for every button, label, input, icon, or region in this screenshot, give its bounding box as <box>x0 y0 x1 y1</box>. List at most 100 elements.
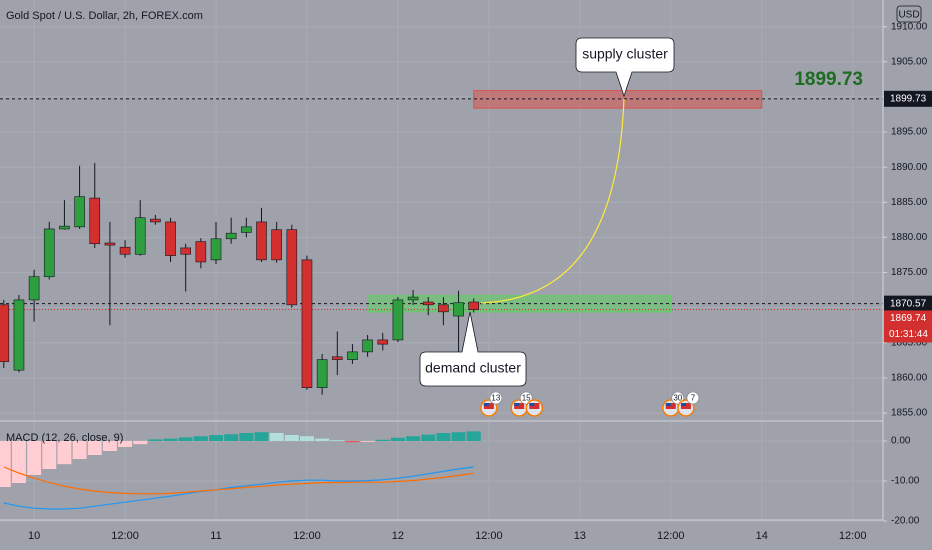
candle <box>407 290 419 305</box>
candle-body <box>134 217 146 255</box>
countdown: 01:31:44 <box>889 329 928 340</box>
candle <box>422 297 434 316</box>
callout-text: demand cluster <box>425 360 521 376</box>
currency[interactable]: USD <box>898 10 919 21</box>
histogram-bar <box>102 441 117 451</box>
y-tick-label: 1890.00 <box>891 162 928 173</box>
histogram-bar <box>239 433 254 441</box>
candle-body <box>195 241 207 263</box>
histogram-bar <box>330 440 345 441</box>
candle <box>43 221 55 280</box>
candle <box>119 240 131 258</box>
x-tick-label: 12:00 <box>475 530 503 542</box>
histogram-bar <box>178 437 193 441</box>
histogram-bar <box>224 434 239 441</box>
y-tick-label: 1895.00 <box>891 127 928 138</box>
candle <box>210 221 222 265</box>
candle <box>59 200 70 230</box>
histogram-bar <box>269 433 284 441</box>
histogram-bar <box>360 441 375 442</box>
candle-body <box>316 359 328 388</box>
candle <box>74 165 85 229</box>
candle-body <box>422 301 434 306</box>
event-count: 13 <box>491 394 500 403</box>
histogram-bar <box>466 431 481 441</box>
price-label-box <box>884 90 932 107</box>
histogram-bar <box>118 441 133 447</box>
x-tick-label: 12:00 <box>111 530 139 542</box>
candle-body <box>301 259 313 388</box>
callout-box <box>575 37 675 98</box>
event-flag <box>514 403 520 406</box>
supply-callout: supply cluster <box>575 37 675 98</box>
x-tick-label: 12:00 <box>839 530 867 542</box>
candle <box>256 207 267 262</box>
candle-body <box>150 218 161 223</box>
overlay: 13 15 30 7 1899.73 <box>480 69 863 417</box>
candle-body <box>331 356 343 360</box>
candle <box>13 294 25 373</box>
highlight-value: 1899.73 <box>794 69 863 90</box>
histogram-bar <box>209 435 224 441</box>
histogram-bar <box>406 436 421 441</box>
event-badge <box>686 391 700 405</box>
candle <box>195 238 207 269</box>
candle-body <box>119 246 131 255</box>
y-tick-label: 1860.00 <box>891 373 928 384</box>
candle <box>225 217 237 244</box>
candle <box>271 221 282 263</box>
candle-body <box>225 232 237 240</box>
candle-body <box>453 302 464 317</box>
projection-curve <box>480 98 625 304</box>
x-tick-label: 12 <box>392 530 404 542</box>
histogram-bar <box>436 433 451 441</box>
candle-body <box>241 226 252 233</box>
price-label: 1869.74 <box>890 313 927 324</box>
y-tick-label: 0.00 <box>891 436 911 447</box>
candle-body <box>407 296 419 301</box>
candle-body <box>89 197 101 245</box>
histogram-bar <box>315 438 330 441</box>
chart-title: Gold Spot / U.S. Dollar, 2h, FOREX.com <box>6 10 203 22</box>
y-tick-label: 1875.00 <box>891 267 928 278</box>
y-tick-label: -10.00 <box>891 476 920 487</box>
event-flag <box>483 403 489 406</box>
histogram-bar <box>57 441 72 465</box>
signal-line <box>3 466 474 495</box>
x-tick-label: 12:00 <box>293 530 321 542</box>
candle-body <box>104 242 116 246</box>
histogram-bar <box>421 434 436 441</box>
x-tick-label: 13 <box>574 530 586 542</box>
candle <box>134 200 146 256</box>
axes: 10 12:00 11 12:00 12 12:00 13 12:00 14 12:00 1855.… <box>28 21 932 542</box>
candle-body <box>468 301 480 311</box>
candle <box>453 290 464 352</box>
y-tick-label: 1880.00 <box>891 232 928 243</box>
zone <box>473 90 763 109</box>
candle <box>468 298 480 313</box>
candle-body <box>362 339 373 353</box>
event-flag <box>529 403 535 406</box>
candle-body <box>0 304 10 363</box>
candle <box>438 297 449 326</box>
event-count: 7 <box>691 394 696 403</box>
x-tick-label: 12:00 <box>657 530 685 542</box>
candle-body <box>74 196 85 228</box>
candle-body <box>28 276 40 301</box>
price-label: 1870.57 <box>890 298 927 309</box>
y-tick-label: 1905.00 <box>891 56 928 67</box>
histogram-bar <box>72 441 87 459</box>
currency-box[interactable] <box>896 5 922 23</box>
y-tick-label: -20.00 <box>891 516 920 527</box>
candle-body <box>256 221 267 261</box>
histogram-bar <box>27 441 42 475</box>
histogram-bar <box>0 441 11 487</box>
candle <box>362 335 373 357</box>
countdown-box <box>884 326 932 343</box>
candle-body <box>271 229 282 261</box>
histogram-bar <box>299 436 314 441</box>
candle-body <box>392 299 404 341</box>
